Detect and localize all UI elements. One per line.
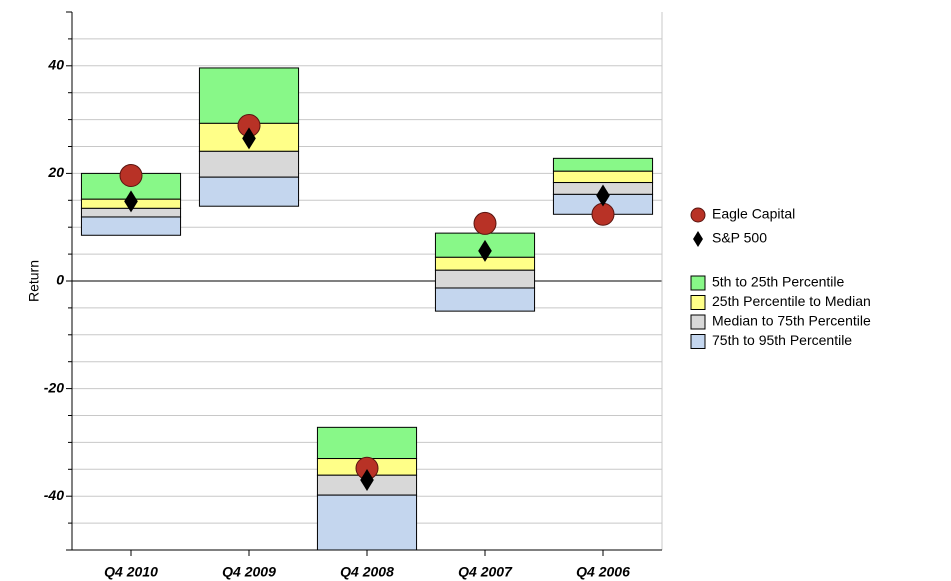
box-segment (198, 150, 300, 178)
y-tick-label: 20 (47, 164, 64, 180)
marker-diamond (693, 231, 703, 247)
legend-label: 75th to 95th Percentile (712, 332, 852, 348)
legend-label: Eagle Capital (712, 206, 795, 222)
box-segment (434, 287, 536, 312)
box-segment (80, 216, 182, 236)
box-segment (552, 157, 654, 172)
legend-swatch (690, 295, 706, 310)
legend-swatch (690, 275, 706, 291)
marker-circle (119, 164, 143, 188)
box-segment (434, 269, 536, 289)
box-segment (552, 170, 654, 184)
box-segment (198, 176, 300, 207)
y-tick-label: 0 (56, 272, 64, 288)
marker-diamond (596, 184, 610, 207)
y-axis-label: Return (26, 260, 42, 302)
legend-label: 25th Percentile to Median (712, 293, 871, 309)
x-tick-label: Q4 2007 (458, 564, 513, 580)
legend-label: Median to 75th Percentile (712, 313, 871, 329)
marker-circle (591, 202, 615, 226)
x-tick-label: Q4 2008 (340, 564, 394, 580)
marker-diamond (242, 127, 256, 150)
y-tick-label: -40 (44, 487, 64, 503)
legend-label: 5th to 25th Percentile (712, 274, 845, 290)
marker-circle (473, 211, 497, 235)
legend-swatch (690, 334, 706, 349)
y-tick-label: 40 (47, 57, 64, 73)
box-segment (316, 426, 418, 460)
legend-swatch (690, 314, 706, 330)
marker-diamond (360, 469, 374, 492)
x-tick-label: Q4 2006 (576, 564, 630, 580)
x-tick-label: Q4 2010 (104, 564, 158, 580)
x-tick-label: Q4 2009 (222, 564, 276, 580)
marker-diamond (124, 190, 138, 213)
marker-circle (690, 207, 706, 223)
marker-diamond (478, 239, 492, 262)
box-segment (316, 494, 418, 551)
y-tick-label: -20 (44, 379, 64, 395)
legend-label: S&P 500 (712, 230, 767, 246)
